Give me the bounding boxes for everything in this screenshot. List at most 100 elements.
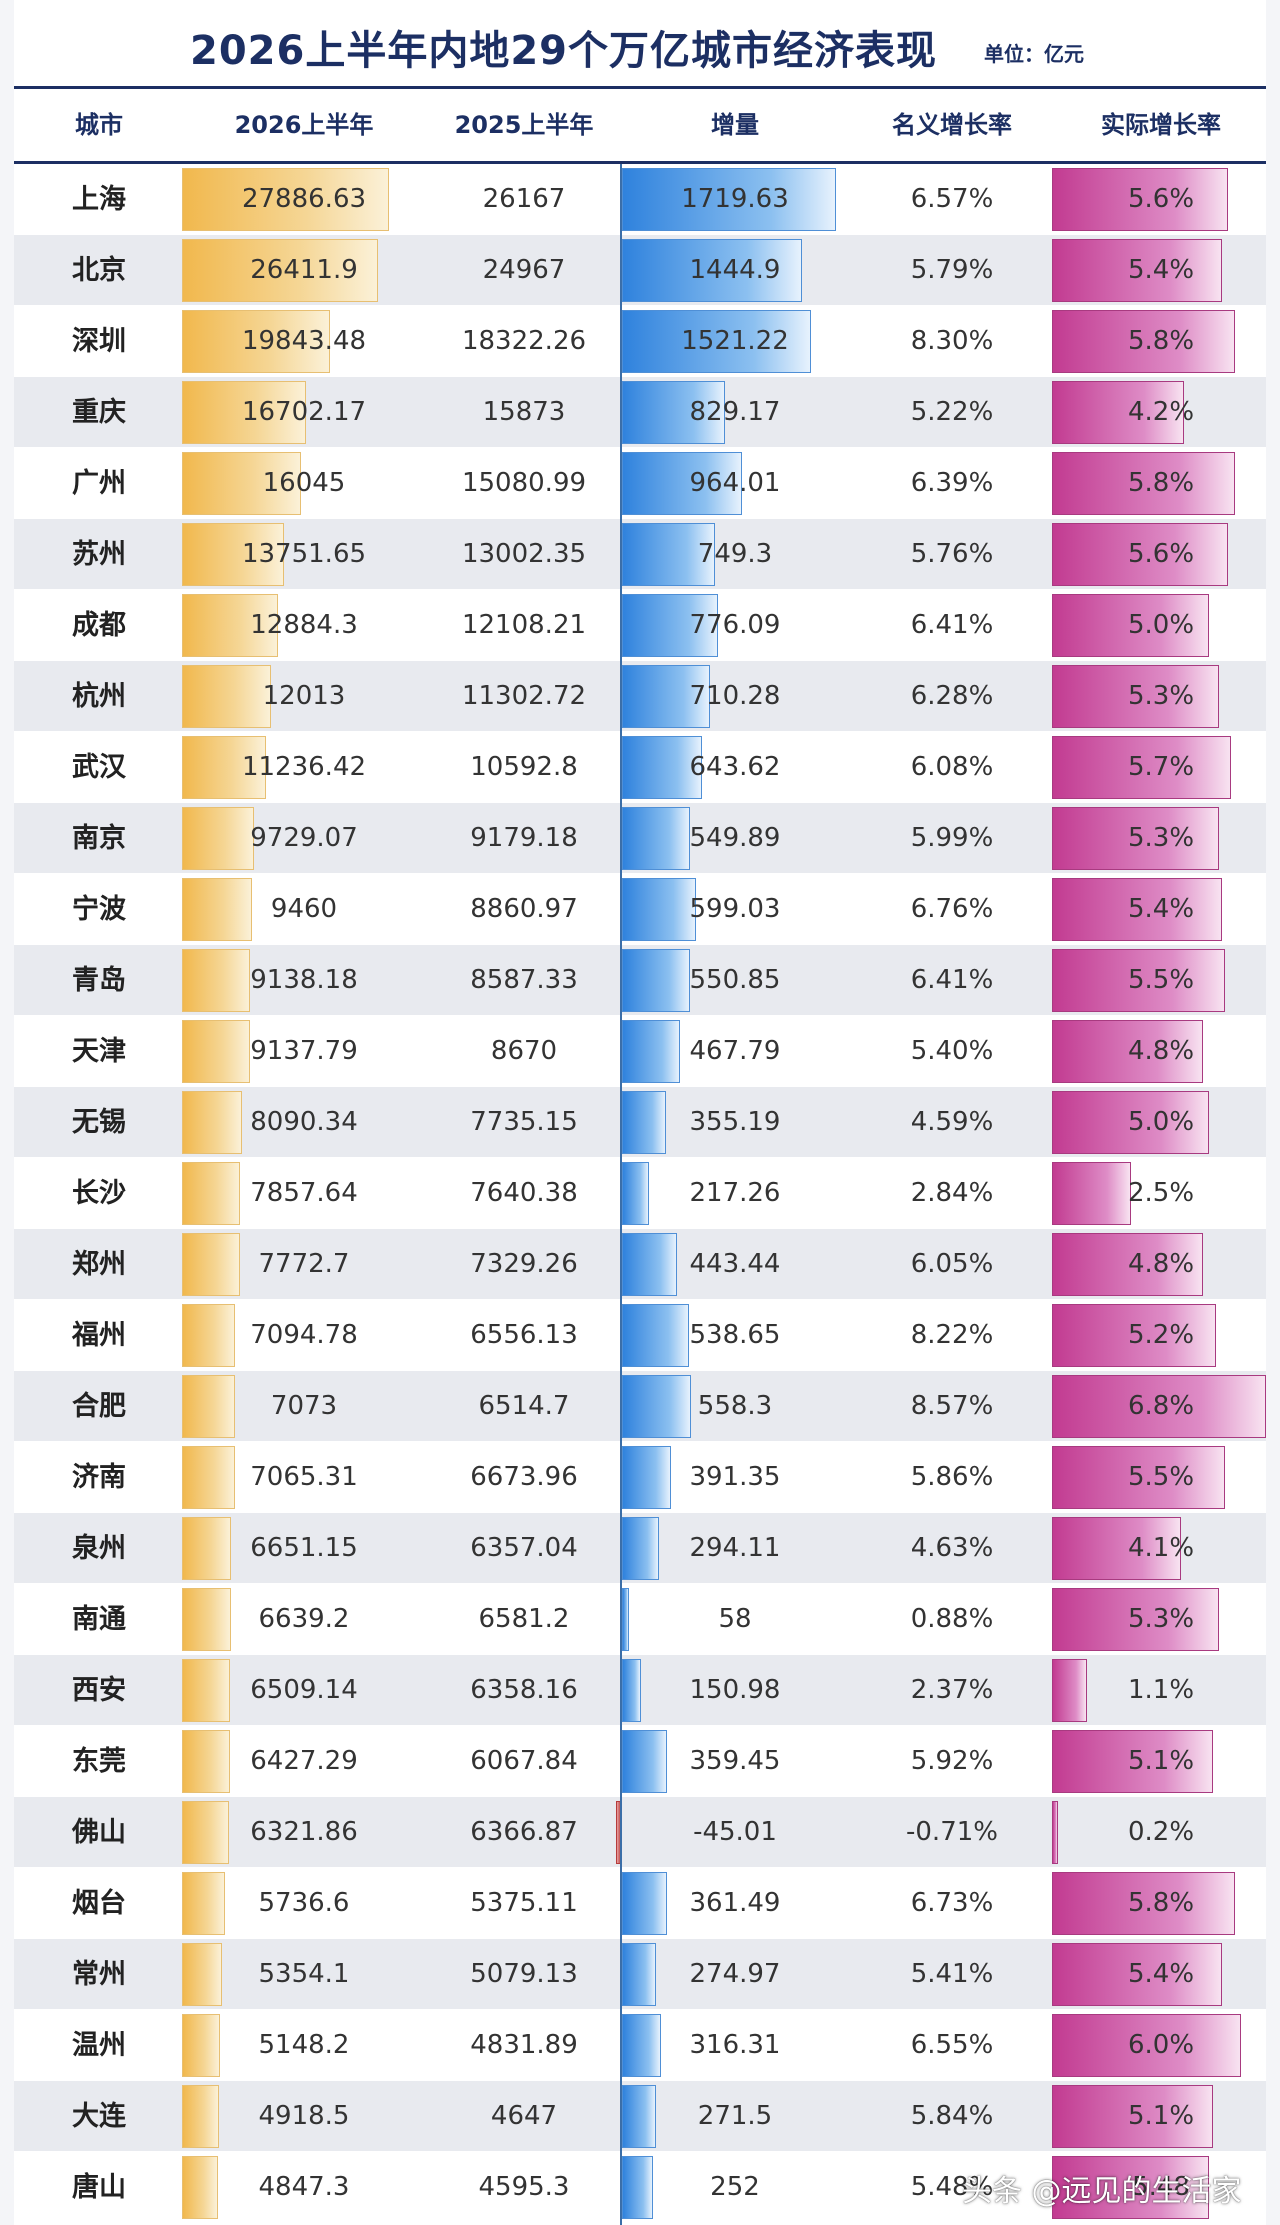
gdp-2025-cell: 15873 <box>482 397 566 427</box>
increment-cell: 1521.22 <box>681 326 789 356</box>
gdp-2026-bar <box>182 1943 222 2006</box>
real-growth-bar <box>1052 1588 1219 1651</box>
real-growth-cell: 5.3% <box>1127 681 1195 711</box>
table-row: 西安 6509.14 6358.16 150.98 2.37% 1.1% <box>14 1655 1266 1726</box>
gdp-2026-bar <box>182 949 250 1012</box>
increment-cell: 58 <box>718 1604 752 1634</box>
gdp-2026-cell: 6427.29 <box>250 1746 358 1776</box>
nominal-growth-cell: 6.41% <box>910 610 994 640</box>
real-growth-cell: 6.0% <box>1127 2030 1195 2060</box>
real-growth-bar <box>1052 2085 1213 2148</box>
real-growth-bar <box>1052 1872 1235 1935</box>
gdp-2026-bar <box>182 2085 219 2148</box>
city-cell: 福州 <box>72 1320 126 1351</box>
table-row: 济南 7065.31 6673.96 391.35 5.86% 5.5% <box>14 1442 1266 1513</box>
increment-bar <box>622 1375 692 1438</box>
nominal-growth-cell: 0.88% <box>910 1604 994 1634</box>
increment-cell: 829.17 <box>689 397 781 427</box>
gdp-2026-cell: 6639.2 <box>258 1604 350 1634</box>
increment-cell: 550.85 <box>689 965 781 995</box>
increment-bar <box>622 949 691 1012</box>
real-growth-cell: 6.8% <box>1127 1391 1195 1421</box>
nominal-growth-cell: 4.59% <box>910 1107 994 1137</box>
real-growth-cell: 5.5% <box>1127 1462 1195 1492</box>
nominal-growth-cell: 5.99% <box>910 823 994 853</box>
increment-bar <box>622 1162 649 1225</box>
gdp-2026-bar <box>182 2014 221 2077</box>
increment-bar <box>622 452 742 515</box>
title-bar: 2026上半年内地29个万亿城市经济表现 单位：亿元 <box>14 0 1266 86</box>
gdp-2025-cell: 24967 <box>482 255 566 285</box>
gdp-2025-cell: 7640.38 <box>470 1178 578 1208</box>
table-row: 郑州 7772.7 7329.26 443.44 6.05% 4.8% <box>14 1229 1266 1300</box>
increment-cell: 964.01 <box>689 468 781 498</box>
city-cell: 郑州 <box>72 1249 126 1280</box>
nominal-growth-cell: 5.76% <box>910 539 994 569</box>
header-city: 城市 <box>75 111 123 139</box>
increment-axis-line <box>620 164 622 2225</box>
real-growth-bar <box>1052 239 1222 302</box>
increment-bar <box>622 1588 630 1651</box>
table-row: 北京 26411.9 24967 1444.9 5.79% 5.4% <box>14 235 1266 306</box>
real-growth-cell: 5.2% <box>1127 1320 1195 1350</box>
gdp-2026-bar <box>182 1730 230 1793</box>
real-growth-cell: 1.1% <box>1127 1675 1195 1705</box>
city-cell: 北京 <box>72 255 126 286</box>
nominal-growth-cell: 8.30% <box>910 326 994 356</box>
city-cell: 青岛 <box>72 965 126 996</box>
table-row: 重庆 16702.17 15873 829.17 5.22% 4.2% <box>14 377 1266 448</box>
gdp-2025-cell: 6581.2 <box>478 1604 570 1634</box>
chart-title: 2026上半年内地29个万亿城市经济表现 <box>190 28 937 74</box>
nominal-growth-cell: 5.79% <box>910 255 994 285</box>
increment-cell: 150.98 <box>689 1675 781 1705</box>
gdp-2026-bar <box>182 1091 243 1154</box>
increment-bar <box>622 1872 667 1935</box>
real-growth-cell: 5.3% <box>1127 823 1195 853</box>
nominal-growth-cell: 6.76% <box>910 894 994 924</box>
gdp-2026-bar <box>182 452 302 515</box>
increment-cell: 252 <box>710 2172 760 2202</box>
increment-bar <box>622 1091 667 1154</box>
gdp-2025-cell: 6556.13 <box>470 1320 578 1350</box>
real-growth-bar <box>1052 949 1226 1012</box>
city-cell: 南通 <box>72 1604 126 1635</box>
gdp-2026-cell: 12884.3 <box>250 610 358 640</box>
gdp-2026-cell: 6321.86 <box>250 1817 358 1847</box>
city-cell: 深圳 <box>72 326 126 357</box>
increment-cell: 1444.9 <box>689 255 781 285</box>
city-cell: 长沙 <box>72 1178 126 1209</box>
increment-cell: 776.09 <box>689 610 781 640</box>
city-cell: 武汉 <box>72 752 126 783</box>
table-row: 合肥 7073 6514.7 558.3 8.57% 6.8% <box>14 1371 1266 1442</box>
increment-bar <box>622 1517 659 1580</box>
increment-cell: 391.35 <box>689 1462 781 1492</box>
increment-cell: 443.44 <box>689 1249 781 1279</box>
real-growth-cell: 5.8% <box>1127 468 1195 498</box>
real-growth-bar <box>1052 1020 1204 1083</box>
table-row: 宁波 9460 8860.97 599.03 6.76% 5.4% <box>14 874 1266 945</box>
real-growth-cell: 5.4% <box>1127 255 1195 285</box>
increment-bar <box>622 1659 641 1722</box>
gdp-2026-cell: 11236.42 <box>241 752 367 782</box>
gdp-2026-bar <box>182 1517 232 1580</box>
gdp-2026-cell: 27886.63 <box>241 184 367 214</box>
increment-cell: 599.03 <box>689 894 781 924</box>
nominal-growth-cell: -0.71% <box>906 1817 998 1847</box>
increment-cell: 538.65 <box>689 1320 781 1350</box>
gdp-2026-cell: 7065.31 <box>250 1462 358 1492</box>
real-growth-bar <box>1052 1801 1059 1864</box>
nominal-growth-cell: 5.40% <box>910 1036 994 1066</box>
increment-bar <box>622 381 726 444</box>
real-growth-cell: 2.5% <box>1127 1178 1195 1208</box>
gdp-2026-bar <box>182 310 330 373</box>
increment-bar <box>622 1446 671 1509</box>
gdp-2026-cell: 4847.3 <box>258 2172 350 2202</box>
header-rule <box>14 161 1266 164</box>
title-rule <box>14 86 1266 89</box>
gdp-2026-bar <box>182 1375 235 1438</box>
gdp-2025-cell: 8670 <box>490 1036 558 1066</box>
increment-cell: 643.62 <box>689 752 781 782</box>
increment-cell: 359.45 <box>689 1746 781 1776</box>
gdp-2026-cell: 5736.6 <box>258 1888 350 1918</box>
real-growth-bar <box>1052 310 1235 373</box>
